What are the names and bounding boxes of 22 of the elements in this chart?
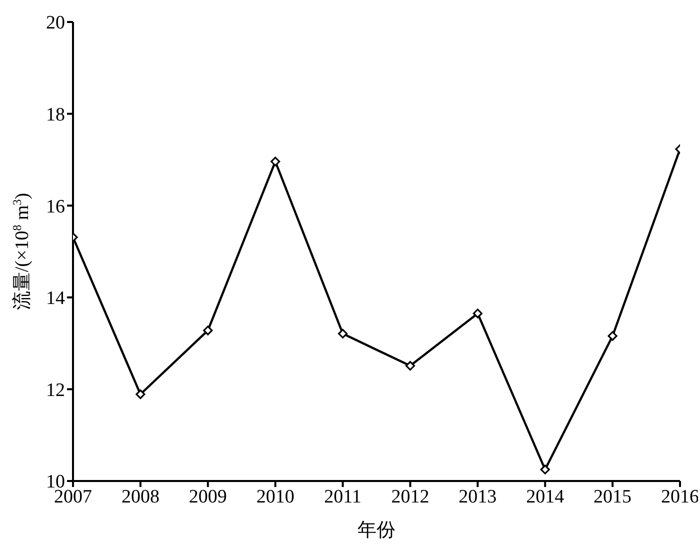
x-tick-label: 2012	[391, 486, 430, 508]
point	[270, 156, 280, 166]
y-tick-label: 20	[46, 12, 65, 34]
x-axis-title: 年份	[358, 520, 396, 541]
y-tick-label: 18	[46, 104, 65, 126]
x-tick-label: 2009	[188, 486, 227, 508]
point	[338, 328, 348, 338]
point	[540, 464, 550, 474]
y-tick-label: 14	[46, 288, 66, 310]
y-tick-label: 12	[46, 380, 65, 401]
x-tick-label: 2011	[324, 486, 362, 508]
x-tick-label: 2008	[121, 486, 160, 508]
point	[136, 389, 146, 400]
point	[608, 331, 618, 341]
x-tick-label: 2010	[256, 486, 294, 508]
point	[203, 326, 213, 336]
point	[472, 308, 482, 318]
y-tick-label: 16	[46, 196, 65, 218]
x-tick-label: 2014	[526, 486, 565, 508]
x-tick-label: 2015	[594, 486, 632, 508]
point	[405, 360, 416, 371]
x-tick-label: 2013	[458, 486, 497, 508]
